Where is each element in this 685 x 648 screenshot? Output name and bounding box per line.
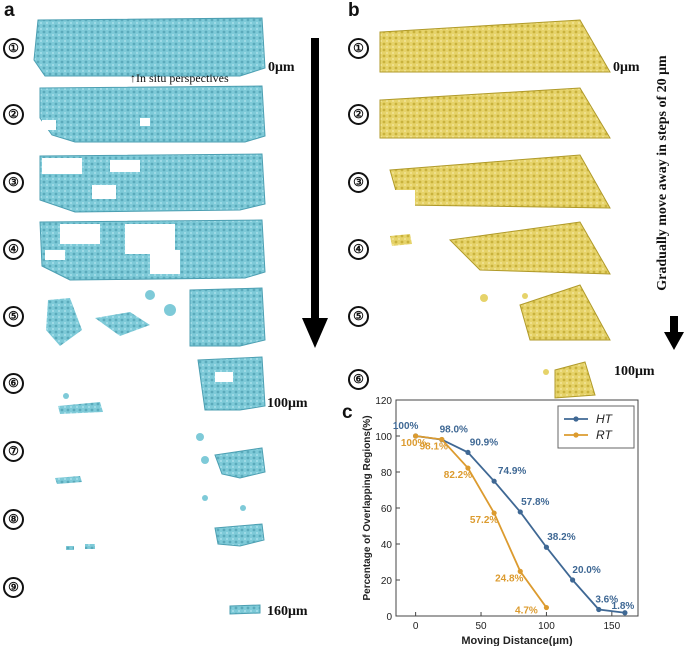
x-tick-label: 0 <box>413 621 419 632</box>
y-tick-label: 20 <box>381 576 393 587</box>
side-down-arrow-icon <box>664 316 684 350</box>
data-label-rt: 24.8% <box>495 573 523 584</box>
up-arrow-icon: ↑ <box>130 71 136 85</box>
data-label-rt: 4.7% <box>515 606 538 617</box>
scan-a-5 <box>189 287 266 347</box>
data-point-rt <box>517 568 523 574</box>
data-point-ht <box>465 449 471 455</box>
step-marker-1: ① <box>3 38 24 59</box>
x-axis-label: Moving Distance(μm) <box>461 635 573 646</box>
scan-b-4 <box>448 221 611 275</box>
y-tick-label: 80 <box>381 468 393 479</box>
data-label-rt: 82.2% <box>444 470 472 481</box>
scan-b-2 <box>379 87 611 139</box>
distance-label-b-mid: 100μm <box>614 364 655 379</box>
distance-label-mid: 100μm <box>267 396 308 411</box>
step-marker-b-2: ② <box>348 104 369 125</box>
x-tick-label: 100 <box>538 621 555 632</box>
data-label-ht: 57.8% <box>521 497 549 508</box>
panel-label-c: c <box>342 402 353 423</box>
step-marker-2: ② <box>3 104 24 125</box>
data-point-ht <box>517 509 523 515</box>
data-label-ht: 38.2% <box>547 532 575 543</box>
data-point-ht <box>543 544 550 550</box>
step-marker-3: ③ <box>3 172 24 193</box>
series-line-rt <box>415 435 548 609</box>
scan-a-1 <box>33 17 266 77</box>
distance-label-start: 0μm <box>268 60 295 75</box>
legend-box <box>557 405 635 449</box>
scan-a-8 <box>214 523 265 547</box>
step-marker-7: ⑦ <box>3 441 24 462</box>
step-marker-8: ⑧ <box>3 509 24 530</box>
y-axis-label: Percentage of Overlapping Regions(%) <box>362 415 373 600</box>
scan-a-7 <box>214 447 266 479</box>
step-marker-b-3: ③ <box>348 172 369 193</box>
legend-label-rt: RT <box>596 428 613 442</box>
step-marker-b-4: ④ <box>348 239 369 260</box>
data-point-rt <box>465 465 471 471</box>
y-tick-label: 120 <box>375 396 392 407</box>
legend-label-ht: HT <box>596 412 614 426</box>
y-tick-label: 0 <box>386 612 392 623</box>
data-label-rt: 98.1% <box>420 441 448 452</box>
y-tick-label: 100 <box>375 432 392 443</box>
legend-marker-rt <box>573 432 579 438</box>
step-marker-b-5: ⑤ <box>348 306 369 327</box>
side-note: Gradually move away in steps of 20 μm <box>655 55 670 291</box>
y-tick-label: 60 <box>381 504 393 515</box>
data-point-ht <box>569 577 576 583</box>
data-label-rt: 100% <box>401 438 427 449</box>
panel-label-b: b <box>348 0 360 21</box>
step-marker-5: ⑤ <box>3 306 24 327</box>
y-tick-label: 40 <box>381 540 393 551</box>
data-label-ht: 3.6% <box>595 595 618 606</box>
data-label-ht: 74.9% <box>498 466 526 477</box>
panel-a-scans <box>33 17 266 615</box>
distance-label-end: 160μm <box>267 604 308 619</box>
scan-a-2 <box>39 85 266 143</box>
scan-b-5 <box>519 284 611 341</box>
step-marker-6: ⑥ <box>3 373 24 394</box>
data-label-rt: 57.2% <box>470 515 498 526</box>
data-label-ht: 98.0% <box>440 425 468 436</box>
legend-marker-ht <box>573 416 579 422</box>
step-marker-4: ④ <box>3 239 24 260</box>
step-marker-b-6: ⑥ <box>348 369 369 390</box>
scan-a-9 <box>229 604 261 615</box>
data-label-ht: 1.8% <box>612 601 635 612</box>
distance-label-b-start: 0μm <box>613 60 640 75</box>
data-point-ht <box>491 478 497 484</box>
data-point-rt <box>491 510 497 516</box>
perspective-note: ↑In situ perspectives <box>130 71 229 86</box>
step-marker-9: ⑨ <box>3 577 24 598</box>
data-label-ht: 20.0% <box>572 565 600 576</box>
data-point-rt <box>439 436 445 443</box>
data-label-ht: 90.9% <box>470 437 498 448</box>
down-arrow-icon <box>302 38 328 348</box>
scan-b-3 <box>389 154 611 209</box>
data-point-rt <box>543 604 550 611</box>
data-label-ht: 100% <box>393 421 419 432</box>
data-point-ht <box>622 610 628 616</box>
panel-b-scans <box>379 19 611 399</box>
scan-a-6 <box>197 356 266 411</box>
step-marker-b-1: ① <box>348 38 369 59</box>
overlap-chart: 0 20 40 60 80 100 120 0 50 100 150 Moving Distance(… <box>362 396 639 646</box>
panel-label-a: a <box>4 0 15 21</box>
data-point-ht <box>596 606 602 613</box>
x-tick-label: 150 <box>603 621 620 632</box>
scan-b-6 <box>554 361 596 399</box>
data-point-rt <box>413 433 419 439</box>
perspective-note-text: In situ perspectives <box>136 71 229 85</box>
x-tick-label: 50 <box>475 621 487 632</box>
scan-b-1 <box>379 19 611 73</box>
